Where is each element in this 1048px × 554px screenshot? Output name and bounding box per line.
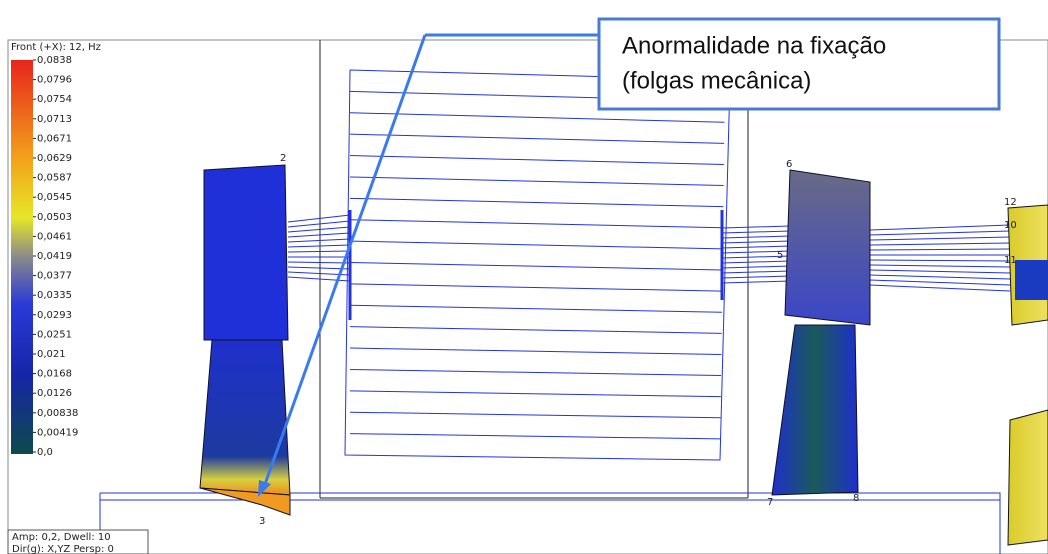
scale-label: 0,0293 <box>37 310 72 321</box>
ods-viewer: Front (+X): 12, Hz 0,0838 0,0796 0,0754 0,0… <box>0 0 1048 554</box>
node-label: 12 <box>1004 197 1017 208</box>
node-label: 2 <box>280 153 286 164</box>
scale-label: 0,0461 <box>37 231 72 242</box>
scale-label: 0,0545 <box>37 192 72 203</box>
scale-label: 0,021 <box>37 349 66 360</box>
legend-title: Front (+X): 12, Hz <box>11 42 101 53</box>
scale-label: 0,0754 <box>37 94 72 105</box>
scale-label: 0,0335 <box>37 290 72 301</box>
machine-part <box>1008 410 1048 545</box>
bearing-housing <box>204 165 288 340</box>
node-label: 8 <box>853 493 859 504</box>
scale-label: 0,0377 <box>37 271 72 282</box>
status-text: Amp: 0,2, Dwell: 10 <box>12 532 111 543</box>
scale-label: 0,0126 <box>37 388 72 399</box>
scale-label: 0,0168 <box>37 369 72 380</box>
scale-label: 0,0 <box>37 447 53 458</box>
machine-part <box>1015 260 1048 300</box>
scale-label: 0,00838 <box>37 408 78 419</box>
node-label: 11 <box>1004 255 1017 266</box>
color-scale <box>11 60 33 454</box>
scale-label: 0,00419 <box>37 427 78 438</box>
node-label: 7 <box>767 497 773 508</box>
scale-label: 0,0629 <box>37 153 72 164</box>
callout-text: (folgas mecânica) <box>622 67 811 94</box>
scale-label: 0,0713 <box>37 114 72 125</box>
bearing-housing <box>785 170 870 325</box>
node-label: 10 <box>1004 220 1017 231</box>
scale-label: 0,0419 <box>37 251 72 262</box>
node-label: 3 <box>259 516 265 527</box>
bearing-foot <box>200 340 290 495</box>
scale-label: 0,0503 <box>37 212 72 223</box>
node-label: 6 <box>786 159 792 170</box>
scale-label: 0,0251 <box>37 329 72 340</box>
scale-label: 0,0671 <box>37 133 72 144</box>
status-text: Dir(g): X,YZ Persp: 0 <box>12 544 114 554</box>
scale-label: 0,0838 <box>37 55 72 66</box>
scale-label: 0,0796 <box>37 75 72 86</box>
callout-text: Anormalidade na fixação <box>622 32 886 59</box>
node-label: 5 <box>777 250 783 261</box>
scale-label: 0,0587 <box>37 173 72 184</box>
